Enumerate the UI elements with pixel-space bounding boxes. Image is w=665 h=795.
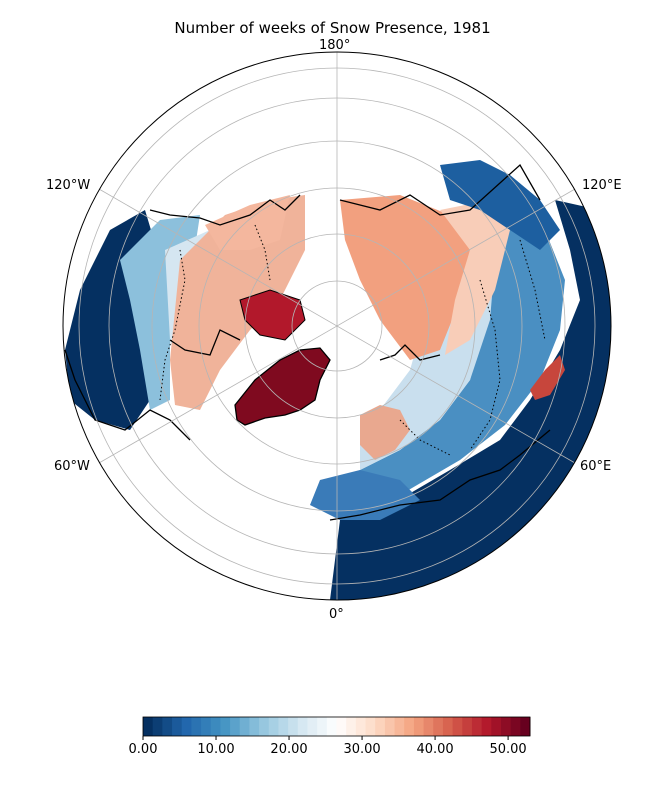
lon-label-180: 180° <box>319 38 351 53</box>
colorbar-segment <box>481 717 492 736</box>
borders <box>159 224 546 456</box>
colorbar-segment <box>249 717 260 736</box>
alaska-orange <box>205 195 290 250</box>
colorbar-segment <box>297 717 308 736</box>
scandinavia <box>360 405 410 460</box>
colorbar-segment <box>423 717 434 736</box>
east-asia-blue <box>440 160 560 250</box>
colorbar-segment <box>510 717 521 736</box>
colorbar-segment <box>384 717 396 736</box>
colorbar-segment <box>201 717 212 736</box>
colorbar-segment <box>452 717 463 736</box>
central-asia-red <box>530 355 565 400</box>
greenland <box>234 347 331 426</box>
colorbar-segment <box>220 717 231 736</box>
colorbar-tick-label: 0.00 <box>128 742 158 757</box>
colorbar-segment <box>442 717 454 736</box>
colorbar-tick-label: 40.00 <box>416 742 454 757</box>
siberia-orange <box>340 195 470 360</box>
colorbar-segment <box>346 717 357 736</box>
colorbar-segment <box>268 717 279 736</box>
colorbar-segment <box>307 717 318 736</box>
colorbar <box>142 717 531 740</box>
colorbar-segment <box>326 717 337 736</box>
colorbar-segment <box>152 717 163 736</box>
map-disk <box>63 52 611 600</box>
colorbar-segment <box>191 717 202 736</box>
colorbar-segment <box>239 717 250 736</box>
colorbar-segment <box>181 717 192 736</box>
colorbar-segment <box>365 717 376 736</box>
lon-label-120e: 120°E <box>582 178 622 193</box>
colorbar-segment <box>317 717 328 736</box>
map-boundary <box>62 51 612 601</box>
colorbar-segment <box>433 717 444 736</box>
colorbar-tick-label: 10.00 <box>197 742 235 757</box>
colorbar-segment <box>162 717 173 736</box>
colorbar-segment <box>462 717 473 736</box>
colorbar-segment <box>471 717 483 736</box>
lon-label-60e: 60°E <box>580 459 612 474</box>
colorbar-segment <box>355 717 367 736</box>
lon-label-0: 0° <box>329 607 344 622</box>
lon-label-120w: 120°W <box>46 178 91 193</box>
colorbar-segment <box>413 717 425 736</box>
map-title: Number of weeks of Snow Presence, 1981 <box>174 19 491 37</box>
colorbar-segment <box>143 717 154 736</box>
colorbar-segment <box>500 717 512 736</box>
colorbar-segment <box>288 717 299 736</box>
arctic-archipelago <box>239 289 306 341</box>
colorbar-segment <box>491 717 502 736</box>
graticule <box>78 52 596 600</box>
colorbar-segment <box>172 717 183 736</box>
colorbar-tick-label: 30.00 <box>343 742 381 757</box>
colorbar-segment <box>394 717 405 736</box>
colorbar-segment <box>336 717 347 736</box>
colorbar-segment <box>278 717 289 736</box>
colorbar-segment <box>520 717 531 736</box>
colorbar-segment <box>230 717 241 736</box>
colorbar-tick-label: 50.00 <box>489 742 527 757</box>
colorbar-segment <box>259 717 270 736</box>
canada-orange <box>170 195 305 410</box>
eurasia-mid-snow <box>330 210 565 520</box>
siberia-light-orange <box>440 200 510 355</box>
colorbar-segment <box>375 717 386 736</box>
colorbar-segment <box>210 717 221 736</box>
lon-label-60w: 60°W <box>54 459 90 474</box>
colorbar-tick-label: 20.00 <box>270 742 308 757</box>
colorbar-segment <box>404 717 415 736</box>
coastlines <box>64 163 551 521</box>
